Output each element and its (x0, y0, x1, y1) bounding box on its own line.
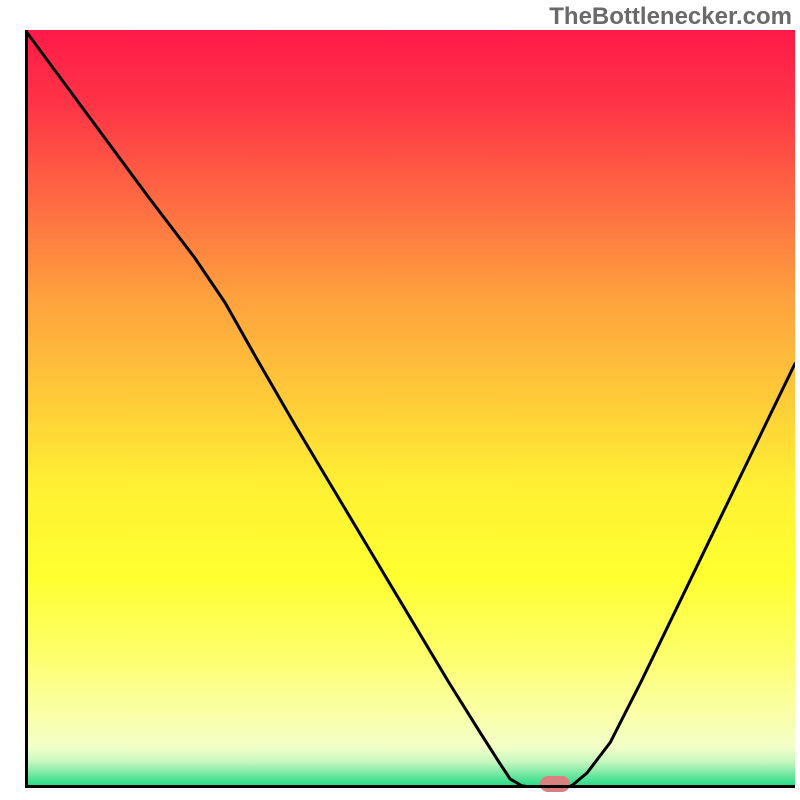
optimum-marker (540, 776, 570, 792)
plot-area (25, 30, 795, 788)
gradient-background (25, 30, 795, 788)
chart-container: TheBottlenecker.com (0, 0, 800, 800)
watermark-text: TheBottlenecker.com (549, 3, 792, 31)
